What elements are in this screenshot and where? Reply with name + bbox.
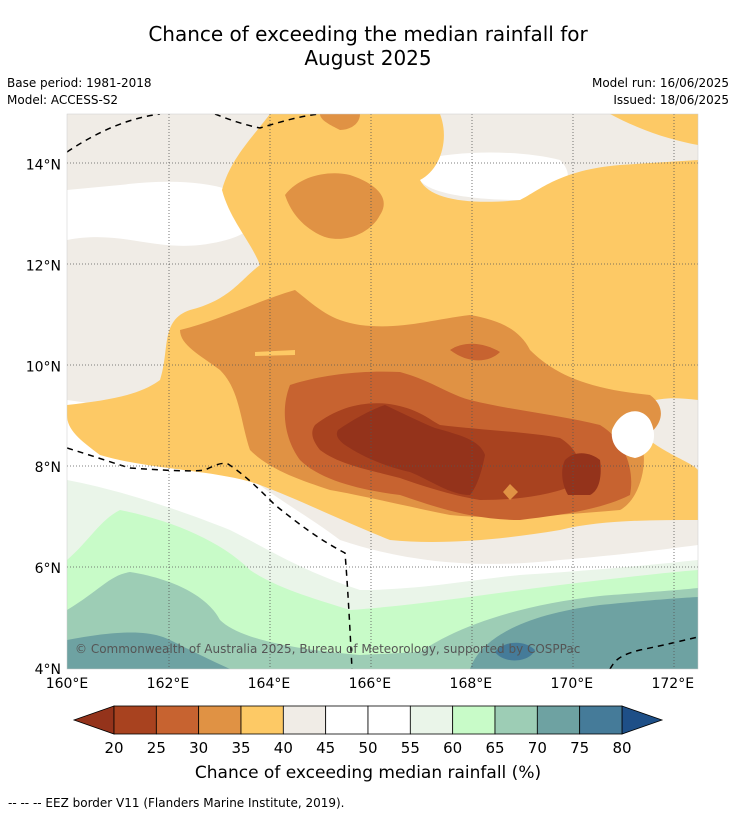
colorbar-under-arrow: [72, 705, 115, 735]
colorbar-over-arrow: [621, 705, 664, 735]
band-25-30-spot: [450, 343, 500, 361]
colorbar-segment: [409, 705, 454, 735]
band-30-35-top: [320, 114, 360, 130]
band-35-40-streak: [255, 350, 295, 356]
colorbar-segment: [367, 705, 411, 735]
colorbar-tick-label: 30: [189, 739, 208, 757]
colorbar-segment: [452, 705, 496, 735]
colorbar-title: Chance of exceeding median rainfall (%): [195, 763, 541, 783]
x-tick-label: 170°E: [551, 676, 594, 692]
y-tick-label: 12°N: [26, 258, 61, 274]
colorbar-tick-label: 35: [231, 739, 250, 757]
x-tick-label: 162°E: [147, 676, 190, 692]
grid-lines: [67, 114, 698, 669]
colorbar-segment: [282, 705, 327, 735]
band-under-20-east: [562, 453, 601, 495]
eez-border-sw: [67, 447, 353, 669]
y-tick-label: 8°N: [35, 460, 61, 476]
eez-border-se: [609, 636, 698, 669]
eez-border-n: [214, 114, 321, 129]
copyright-text: © Commonwealth of Australia 2025, Bureau…: [75, 642, 580, 656]
chart-title-line2: August 2025: [304, 46, 432, 70]
model-label: Model: ACCESS-S2: [7, 93, 119, 107]
colorbar-segment: [325, 705, 369, 735]
band-45-55-east-spot: [611, 411, 655, 458]
x-tick-label: 168°E: [450, 676, 493, 692]
band-30-35-north: [285, 173, 384, 239]
y-tick-label: 14°N: [26, 157, 61, 173]
colorbar: 20 25 30 35 40 45 50 55 60 65 70 75 80: [72, 705, 664, 757]
x-tick-label: 166°E: [349, 676, 392, 692]
band-35-40-ne: [610, 114, 698, 145]
band-45-55-nw: [67, 181, 270, 246]
colorbar-tick-label: 25: [147, 739, 166, 757]
colorbar-segment: [536, 705, 581, 735]
colorbar-segment: [198, 705, 242, 735]
eez-border-nw: [67, 114, 161, 153]
band-70-75-west: [67, 632, 230, 669]
colorbar-tick-label: 45: [316, 739, 335, 757]
colorbar-segment: [494, 705, 538, 735]
colorbar-tick-label: 20: [104, 739, 123, 757]
base-period-label: Base period: 1981-2018: [7, 76, 152, 90]
x-tick-label: 172°E: [651, 676, 694, 692]
colorbar-tick-label: 75: [570, 739, 589, 757]
issued-label: Issued: 18/06/2025: [613, 93, 729, 107]
colorbar-segment: [155, 705, 200, 735]
model-run-label: Model run: 16/06/2025: [591, 76, 729, 90]
x-tick-label: 160°E: [46, 676, 89, 692]
y-tick-label: 4°N: [35, 662, 61, 678]
colorbar-tick-label: 50: [358, 739, 377, 757]
colorbar-tick-label: 40: [274, 739, 293, 757]
colorbar-tick-label: 60: [443, 739, 462, 757]
colorbar-tick-label: 70: [528, 739, 547, 757]
colorbar-segment: [579, 705, 623, 735]
axis-ticks: 160°E 162°E 164°E 166°E 168°E 170°E 172°E 4°N 6°…: [26, 113, 699, 692]
y-tick-label: 6°N: [35, 561, 61, 577]
plot-frame: [66, 113, 699, 670]
x-tick-label: 164°E: [248, 676, 291, 692]
band-under-20: [336, 405, 485, 495]
y-tick-label: 10°N: [26, 359, 61, 375]
eez-footnote: -- -- -- EEZ border V11 (Flanders Marine…: [8, 796, 345, 810]
colorbar-tick-label: 65: [485, 739, 504, 757]
colorbar-tick-label: 55: [401, 739, 420, 757]
colorbar-tick-label: 80: [612, 739, 631, 757]
band-30-35-spot: [503, 484, 518, 500]
colorbar-segment: [113, 705, 157, 735]
band-75-80: [495, 642, 535, 661]
colorbar-segment: [240, 705, 284, 735]
band-45-55-north: [420, 152, 568, 200]
map-field: © Commonwealth of Australia 2025, Bureau…: [67, 114, 698, 669]
chart-title-line1: Chance of exceeding the median rainfall …: [148, 22, 588, 46]
